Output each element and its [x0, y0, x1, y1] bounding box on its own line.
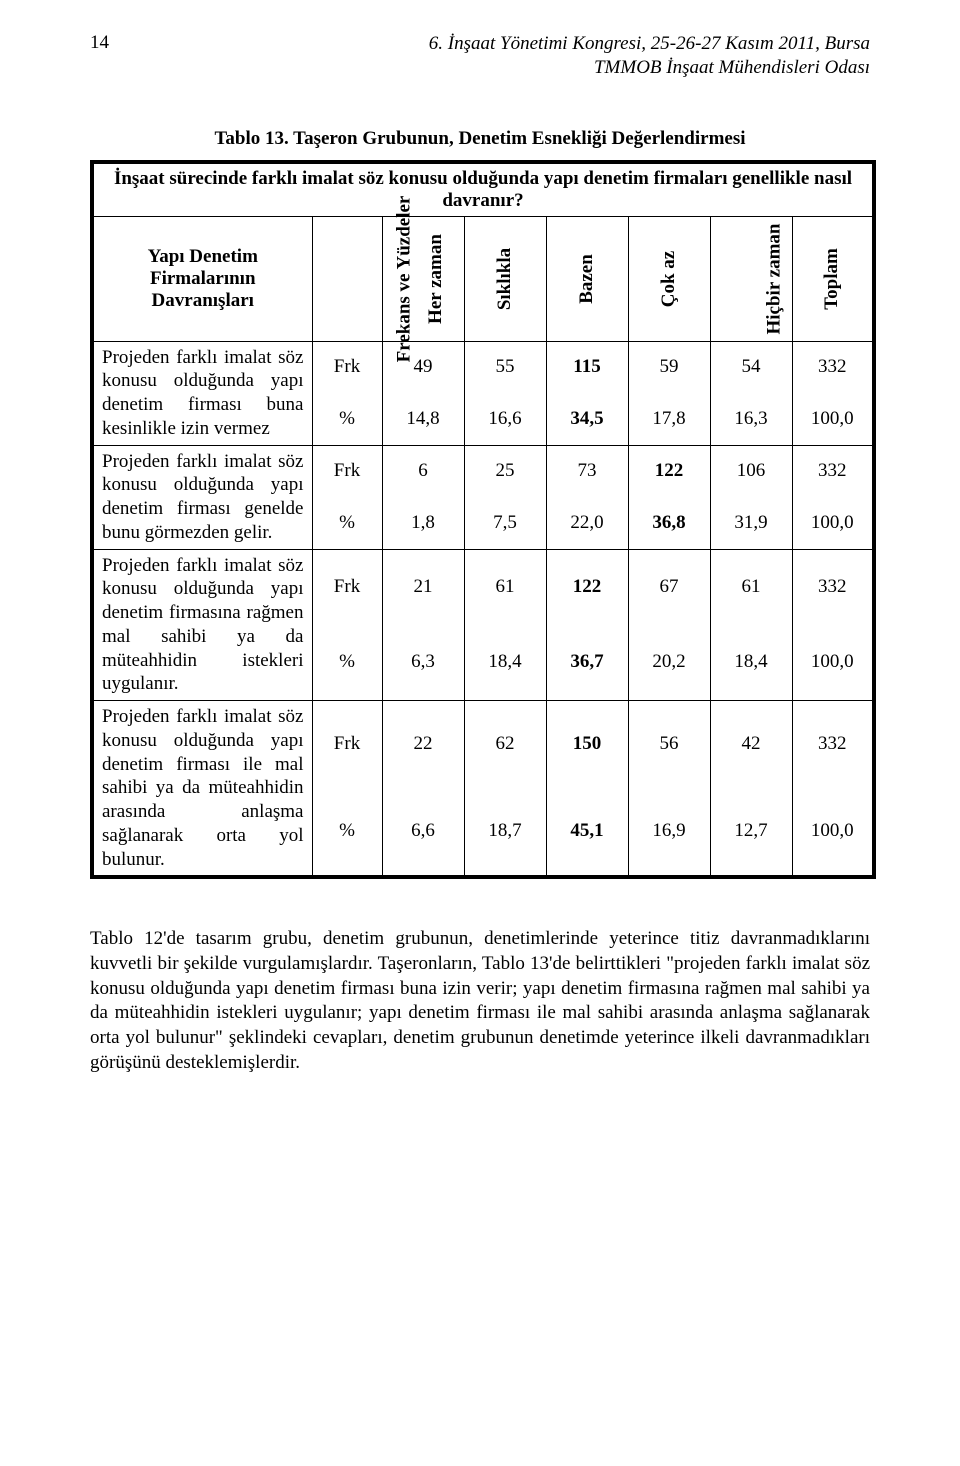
cell: 6,6 — [382, 787, 464, 878]
table-title: Tablo 13. Taşeron Grubunun, Denetim Esne… — [90, 128, 870, 150]
cell: 22 — [382, 701, 464, 787]
cell: 31,9 — [710, 497, 792, 549]
row-label: Projeden farklı imalat söz konusu olduğu… — [92, 445, 312, 549]
cell: 18,4 — [464, 625, 546, 701]
row-label: Projeden farklı imalat söz konusu olduğu… — [92, 701, 312, 878]
cell: 12,7 — [710, 787, 792, 878]
cell: 14,8 — [382, 393, 464, 445]
cell: 59 — [628, 341, 710, 393]
cell: 122 — [546, 549, 628, 625]
cell: 16,3 — [710, 393, 792, 445]
table-question-row: İnşaat sürecinde farklı imalat söz konus… — [92, 162, 874, 217]
cell: 21 — [382, 549, 464, 625]
cell: 100,0 — [792, 393, 874, 445]
col-cok-az: Çok az — [628, 216, 710, 341]
cell: 45,1 — [546, 787, 628, 878]
cell: 18,4 — [710, 625, 792, 701]
cell: 16,9 — [628, 787, 710, 878]
frk-label: Frk — [312, 549, 382, 625]
row-label: Projeden farklı imalat söz konusu olduğu… — [92, 549, 312, 701]
cell: 54 — [710, 341, 792, 393]
cell: 55 — [464, 341, 546, 393]
conference-line2: TMMOB İnşaat Mühendisleri Odası — [429, 56, 870, 80]
table-question: İnşaat sürecinde farklı imalat söz konus… — [92, 162, 874, 217]
cell: 22,0 — [546, 497, 628, 549]
cell: 16,6 — [464, 393, 546, 445]
frk-label: Frk — [312, 701, 382, 787]
pct-label: % — [312, 497, 382, 549]
cell: 61 — [464, 549, 546, 625]
cell: 73 — [546, 445, 628, 497]
row-label: Projeden farklı imalat söz konusu olduğu… — [92, 341, 312, 445]
cell: 332 — [792, 445, 874, 497]
frk-label: Frk — [312, 341, 382, 393]
cell: 106 — [710, 445, 792, 497]
frk-label: Frk — [312, 445, 382, 497]
cell: 115 — [546, 341, 628, 393]
page-number: 14 — [90, 32, 109, 54]
cell: 34,5 — [546, 393, 628, 445]
cell: 100,0 — [792, 787, 874, 878]
cell: 56 — [628, 701, 710, 787]
cell: 67 — [628, 549, 710, 625]
body-paragraph: Tablo 12'de tasarım grubu, denetim grubu… — [90, 927, 870, 1075]
page: 14 6. İnşaat Yönetimi Kongresi, 25-26-27… — [0, 0, 960, 1135]
cell: 36,7 — [546, 625, 628, 701]
cell: 150 — [546, 701, 628, 787]
table-row: Projeden farklı imalat söz konusu olduğu… — [92, 341, 874, 393]
cell: 6 — [382, 445, 464, 497]
cell: 7,5 — [464, 497, 546, 549]
cell: 100,0 — [792, 497, 874, 549]
table-row: Projeden farklı imalat söz konusu olduğu… — [92, 701, 874, 787]
col-bazen: Bazen — [546, 216, 628, 341]
cell: 332 — [792, 549, 874, 625]
col-frekans: Frekans ve Yüzdeler — [312, 216, 382, 341]
table-row: Projeden farklı imalat söz konusu olduğu… — [92, 549, 874, 625]
cell: 61 — [710, 549, 792, 625]
col-firm: Yapı Denetim Firmalarının Davranışları — [92, 216, 312, 341]
pct-label: % — [312, 393, 382, 445]
conference-line1: 6. İnşaat Yönetimi Kongresi, 25-26-27 Ka… — [429, 32, 870, 56]
cell: 17,8 — [628, 393, 710, 445]
cell: 332 — [792, 341, 874, 393]
conference-title: 6. İnşaat Yönetimi Kongresi, 25-26-27 Ka… — [429, 32, 870, 80]
cell: 20,2 — [628, 625, 710, 701]
data-table: İnşaat sürecinde farklı imalat söz konus… — [90, 160, 876, 880]
cell: 25 — [464, 445, 546, 497]
cell: 1,8 — [382, 497, 464, 549]
pct-label: % — [312, 787, 382, 878]
cell: 42 — [710, 701, 792, 787]
cell: 100,0 — [792, 625, 874, 701]
col-hicbir: Hiçbir zaman — [710, 216, 792, 341]
page-header: 14 6. İnşaat Yönetimi Kongresi, 25-26-27… — [90, 32, 870, 80]
cell: 332 — [792, 701, 874, 787]
col-siklikla: Sıklıkla — [464, 216, 546, 341]
cell: 36,8 — [628, 497, 710, 549]
pct-label: % — [312, 625, 382, 701]
table-row: Projeden farklı imalat söz konusu olduğu… — [92, 445, 874, 497]
cell: 62 — [464, 701, 546, 787]
col-toplam: Toplam — [792, 216, 874, 341]
table-head-row: Yapı Denetim Firmalarının Davranışları F… — [92, 216, 874, 341]
cell: 122 — [628, 445, 710, 497]
cell: 6,3 — [382, 625, 464, 701]
cell: 18,7 — [464, 787, 546, 878]
